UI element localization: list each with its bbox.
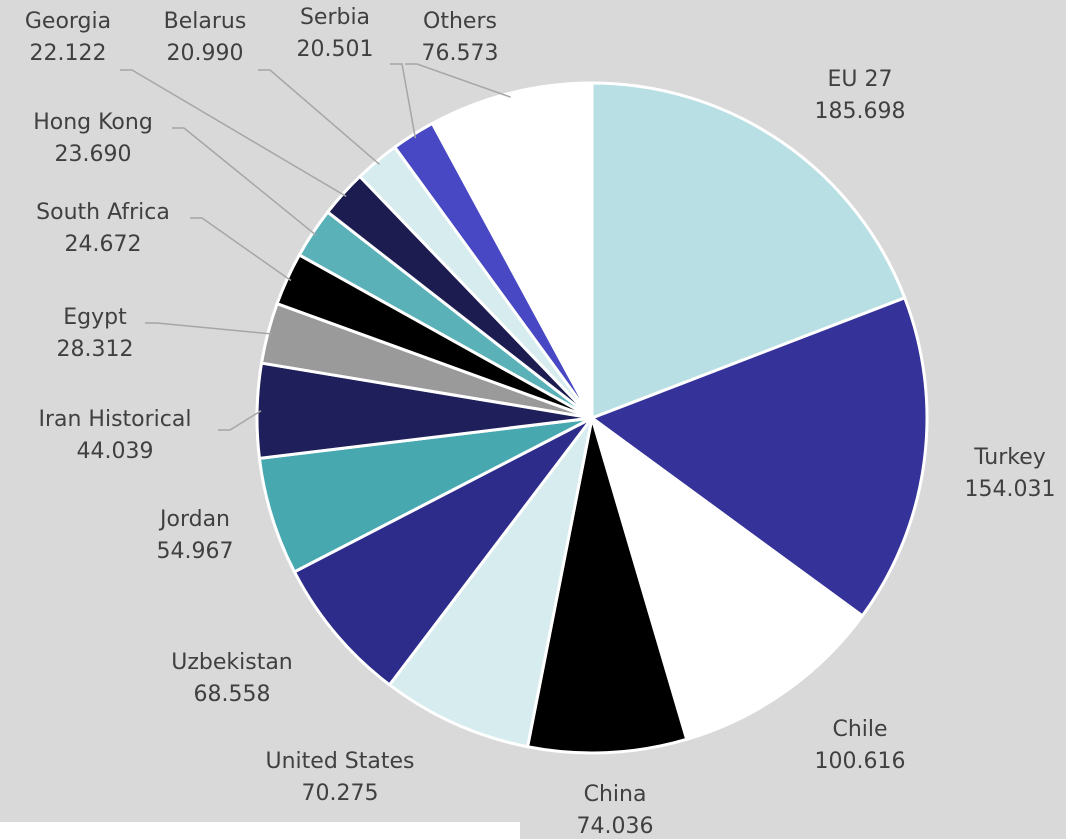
pie-slice: [430, 81, 594, 419]
slice-value: 20.501: [297, 37, 374, 62]
slice-value: 100.616: [815, 749, 906, 774]
slice-label: Egypt: [63, 305, 127, 330]
slice-label: Chile: [832, 717, 887, 742]
slice-label: Iran Historical: [38, 407, 191, 432]
slice-label: Jordan: [158, 507, 230, 532]
slice-label: Belarus: [164, 9, 247, 34]
slice-value: 70.275: [302, 781, 379, 806]
leader-line: [258, 69, 380, 165]
slice-label: South Africa: [36, 200, 170, 225]
slice-value: 20.990: [167, 41, 244, 66]
pie-slice: [292, 416, 594, 687]
slice-value: 74.036: [577, 814, 654, 839]
pie-slice: [387, 417, 594, 749]
slice-value: 68.558: [194, 682, 271, 707]
slice-label: EU 27: [828, 67, 893, 92]
leader-line: [390, 63, 417, 139]
pie-slice: [588, 295, 929, 618]
slice-label: United States: [266, 749, 415, 774]
leader-line: [190, 217, 292, 282]
slice-label: Hong Kong: [33, 110, 153, 135]
leader-line: [145, 322, 272, 335]
leader-line: [120, 69, 347, 198]
slice-value: 28.312: [57, 337, 134, 362]
slice-label: China: [584, 782, 647, 807]
slice-label: Turkey: [973, 445, 1046, 470]
slice-label: Uzbekistan: [171, 650, 293, 675]
slice-value: 44.039: [77, 439, 154, 464]
slice-value: 185.698: [815, 99, 906, 124]
slice-label: Others: [423, 9, 497, 34]
pie-slice: [525, 417, 689, 755]
pie-slice: [589, 414, 865, 742]
slice-value: 23.690: [55, 142, 132, 167]
slice-value: 154.031: [965, 477, 1056, 502]
leader-line: [172, 127, 317, 236]
footer-strip: [0, 822, 520, 839]
leader-line: [218, 410, 262, 431]
slice-value: 22.122: [30, 41, 107, 66]
slice-label: Georgia: [25, 9, 111, 34]
slice-label: Serbia: [300, 5, 370, 30]
slice-value: 54.967: [157, 539, 234, 564]
slice-value: 24.672: [65, 232, 142, 257]
slice-value: 76.573: [422, 41, 499, 66]
leader-line: [405, 63, 511, 98]
pie-slice: [590, 81, 907, 421]
